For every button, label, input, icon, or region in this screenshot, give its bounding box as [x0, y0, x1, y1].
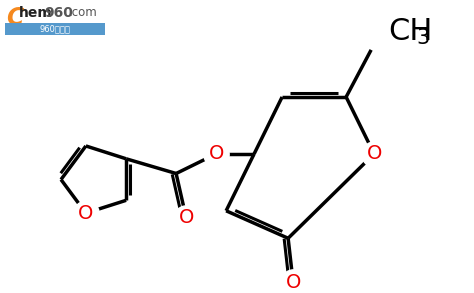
Text: 960化工网: 960化工网 [39, 24, 71, 33]
FancyBboxPatch shape [5, 23, 105, 35]
Text: hem: hem [19, 6, 53, 20]
Text: O: O [78, 204, 93, 223]
Text: 3: 3 [416, 28, 429, 48]
Text: 960: 960 [44, 6, 73, 20]
Text: O: O [366, 144, 382, 163]
Text: O: O [285, 273, 301, 292]
Text: O: O [209, 144, 224, 163]
Text: .com: .com [69, 6, 98, 19]
Text: CH: CH [388, 17, 432, 46]
Text: C: C [6, 6, 23, 30]
Text: O: O [178, 208, 194, 227]
